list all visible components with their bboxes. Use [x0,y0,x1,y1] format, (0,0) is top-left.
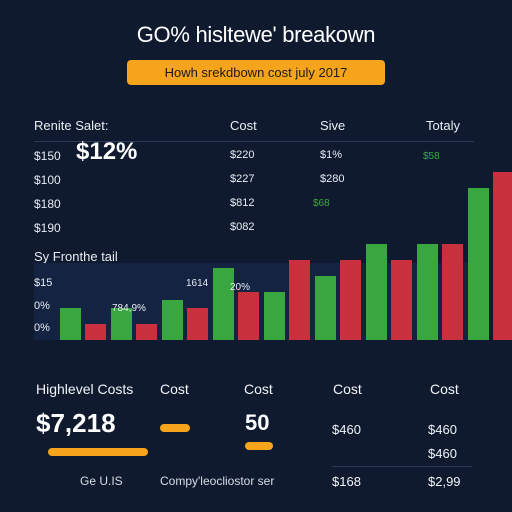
bottom-header-cost: Cost [160,381,189,397]
bottom-header-label: Highlevel Costs [36,381,134,397]
footer-label: Ge U.IS [80,474,123,488]
bar-red [85,324,106,340]
total-value: $7,218 [36,408,116,438]
accent-pill [160,424,190,432]
amount-value: $460 [428,446,457,461]
y-tick-label: 0% [34,300,50,312]
date-banner: Howh srekdbown cost july 2017 [127,60,385,85]
cost-cell: $082 [230,221,255,233]
sive-cell: $1% [320,149,343,161]
bar-green [60,308,81,340]
bar-red [391,260,412,340]
data-label: 20% [230,282,250,293]
amount-value: $460 [428,422,457,437]
highlight-percent: $12% [76,138,138,165]
amount-value: $460 [332,422,361,437]
table-header-cost: Cost [230,118,257,133]
bottom-header-cost: Cost [333,381,362,397]
bar-green [417,244,438,340]
section-label: Sy Fronthe tail [34,249,118,264]
accent-pill [245,442,273,450]
y-tick-label: $15 [34,277,52,289]
bar-green [264,292,285,340]
data-label: 784,9% [112,303,146,314]
bar-red [289,260,310,340]
bar-red [442,244,463,340]
accent-bar [48,448,148,456]
sive-cell: $280 [320,173,345,185]
bar-red [238,292,259,340]
bar-red [136,324,157,340]
row-label: $100 [34,173,61,187]
data-label: $70 [60,311,77,322]
bar-green [213,268,234,340]
y-tick-label: 0% [34,322,50,334]
cost-cell: $227 [230,173,255,185]
cost-cell: $220 [230,149,255,161]
footer-label: Compy'leocliostor ser [160,474,275,488]
bottom-header-cost: Cost [430,381,459,397]
bar-green [162,300,183,340]
table-header-totaly: Totaly [426,118,460,133]
bar-green [468,188,489,340]
table-header-label: Renite Salet: [34,118,109,133]
bar-red [493,172,512,340]
data-label: $58 [423,151,440,162]
bar-red [187,308,208,340]
data-label: $68 [313,198,330,209]
table-header-sive: Sive [320,118,346,133]
table-divider [34,141,474,142]
bar-green [315,276,336,340]
amount-value: $168 [332,474,361,489]
row-label: $190 [34,221,61,235]
row-label: $150 [34,149,61,163]
bar-green [366,244,387,340]
bottom-header-cost: Cost [244,381,273,397]
bar-green [111,308,132,340]
page-title: GO% hisltewe' breakown [136,22,376,47]
bar-red [340,260,361,340]
row-label: $180 [34,197,61,211]
cost-cell: $812 [230,197,255,209]
count-value: 50 [245,410,270,435]
amount-value: $2,99 [428,474,461,489]
data-label: 1614 [186,278,209,289]
amount-divider [332,466,472,467]
